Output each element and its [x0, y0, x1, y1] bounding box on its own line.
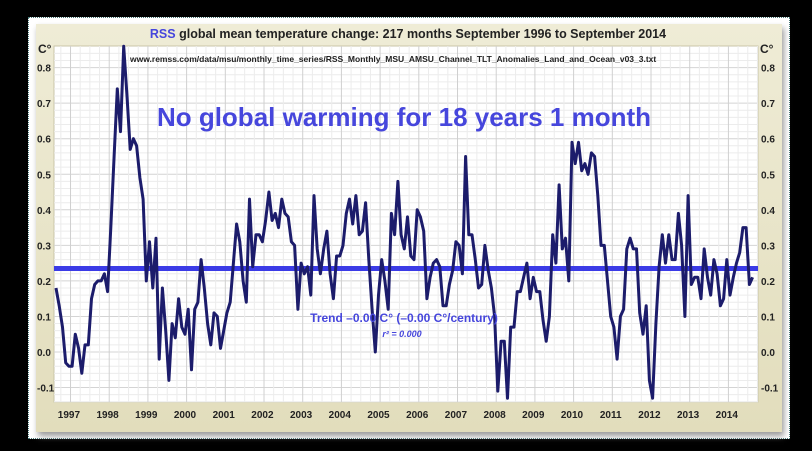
y-tick-label: 0.8 — [37, 64, 51, 75]
x-tick-label: 2007 — [445, 410, 468, 421]
r-squared-label: r² = 0.000 — [382, 329, 421, 339]
x-tick-label: 2011 — [600, 410, 622, 421]
y-tick-label: 0.1 — [761, 312, 775, 323]
x-tick-label: 2012 — [638, 410, 661, 421]
y-axis-left: 0.8 0.7 0.6 0.5 0.4 0.3 0.2 0.1 0.0 -0.1 — [37, 64, 55, 395]
y-tick-label: 0.3 — [37, 241, 51, 252]
x-tick-label: 2008 — [483, 410, 506, 421]
x-tick-label: 2009 — [522, 410, 545, 421]
x-tick-label: 1997 — [58, 410, 81, 421]
x-tick-label: 2003 — [290, 410, 313, 421]
x-axis: 1997 1998 1999 2000 2001 2002 2003 2004 2005 2006… — [58, 410, 739, 421]
x-tick-label: 2005 — [367, 410, 390, 421]
source-url: www.remss.com/data/msu/monthly_time_seri… — [129, 54, 656, 64]
y-tick-label: -0.1 — [37, 384, 55, 395]
headline: No global warming for 18 years 1 month — [157, 102, 651, 132]
y-tick-label: 0.3 — [761, 241, 775, 252]
y-axis-right: 0.8 0.7 0.6 0.5 0.4 0.3 0.2 0.1 0.0 -0.1 — [761, 64, 779, 395]
x-tick-label: 2000 — [174, 410, 197, 421]
x-tick-label: 2013 — [677, 410, 700, 421]
x-tick-label: 2010 — [561, 410, 584, 421]
y-tick-label: 0.1 — [37, 312, 51, 323]
y-tick-label: 0.0 — [761, 348, 775, 359]
y-tick-label: 0.6 — [37, 135, 51, 146]
trend-label: Trend –0.00 C° (–0.00 C°/century) — [310, 311, 498, 325]
y-unit-left: C° — [38, 42, 52, 56]
y-tick-label: 0.8 — [761, 64, 775, 75]
y-tick-label: 0.6 — [761, 135, 775, 146]
y-tick-label: 0.5 — [761, 170, 775, 181]
x-tick-label: 1999 — [135, 410, 158, 421]
x-tick-label: 2004 — [329, 410, 352, 421]
y-tick-label: 0.2 — [37, 277, 51, 288]
y-unit-right: C° — [760, 42, 774, 56]
y-tick-label: 0.4 — [37, 206, 51, 217]
y-tick-label: 0.7 — [37, 99, 51, 110]
x-tick-label: 2002 — [251, 410, 274, 421]
x-tick-label: 1998 — [96, 410, 119, 421]
y-tick-label: 0.4 — [761, 206, 775, 217]
temperature-series-line — [54, 44, 754, 400]
x-tick-label: 2001 — [213, 410, 236, 421]
y-tick-label: 0.7 — [761, 99, 775, 110]
x-tick-label: 2014 — [716, 410, 739, 421]
y-tick-label: 0.2 — [761, 277, 775, 288]
y-tick-label: 0.0 — [37, 348, 51, 359]
x-tick-label: 2006 — [406, 410, 429, 421]
y-tick-label: -0.1 — [761, 384, 779, 395]
y-tick-label: 0.5 — [37, 170, 51, 181]
chart-title: RSS global mean temperature change: 217 … — [150, 27, 666, 41]
